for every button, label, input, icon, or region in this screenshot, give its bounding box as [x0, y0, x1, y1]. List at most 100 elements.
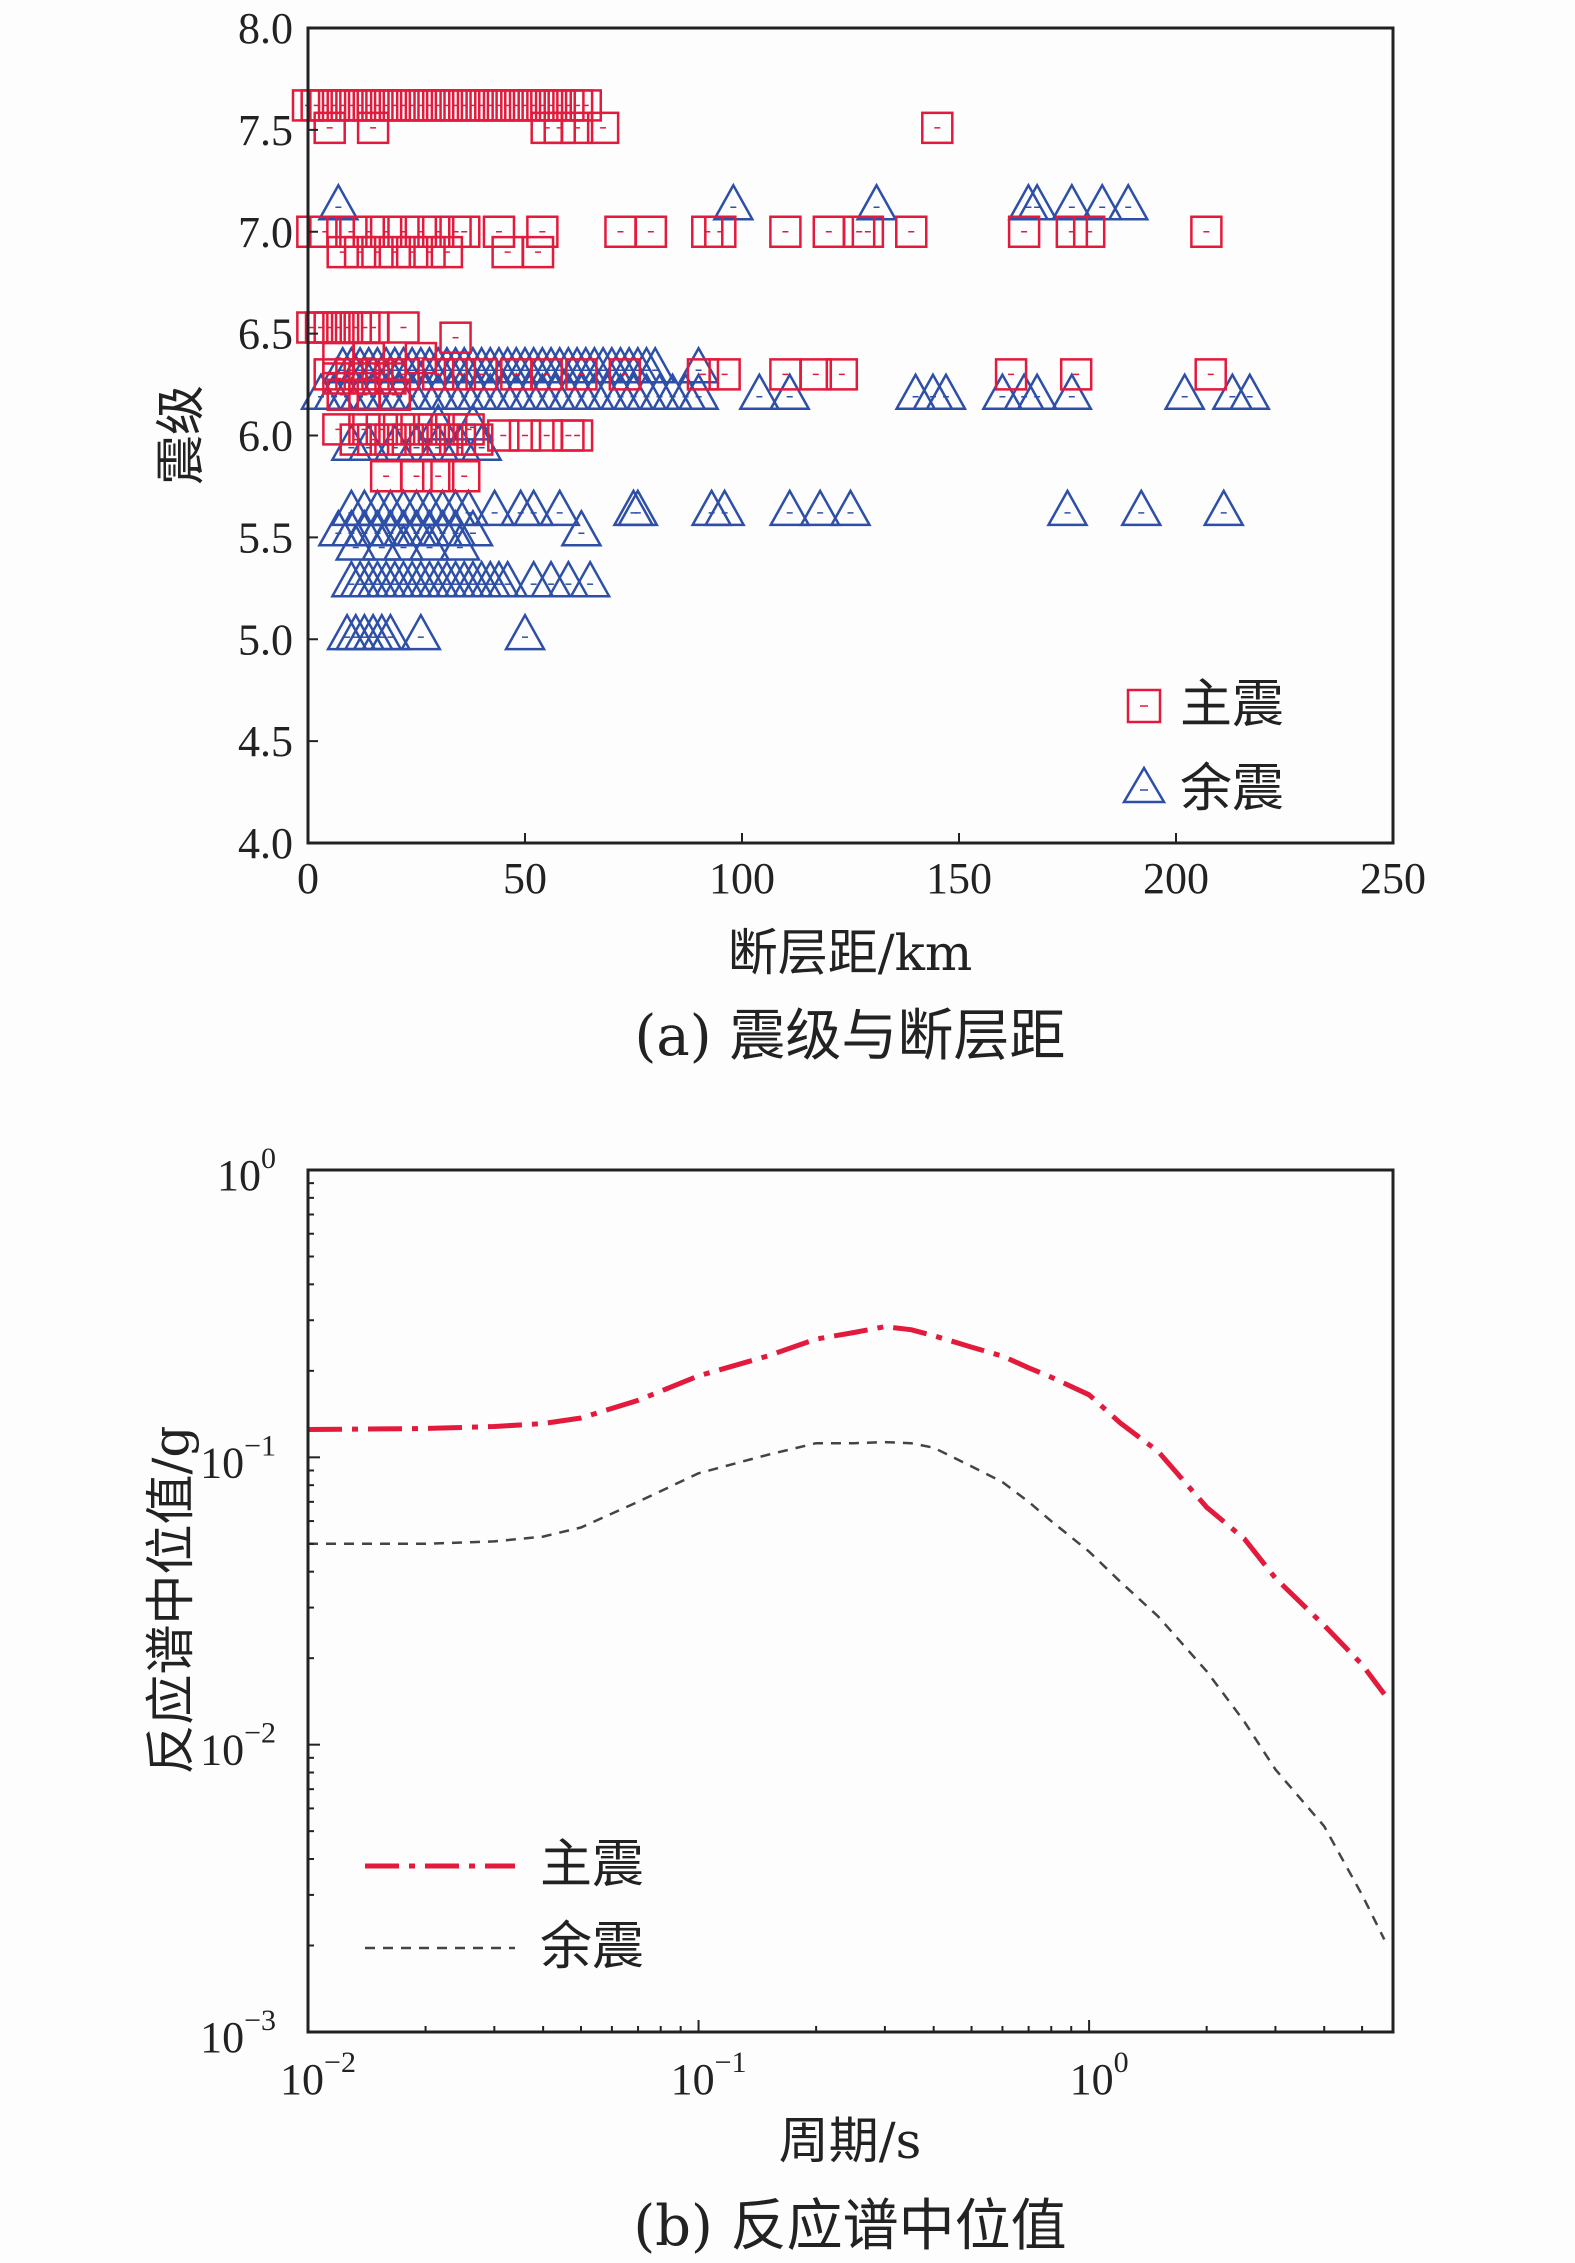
aftershock-point [473, 488, 516, 527]
mainshock-point [769, 215, 802, 248]
mainshock-point [508, 419, 542, 452]
mainshock-point [369, 460, 403, 493]
aftershock-point [568, 559, 612, 598]
mainshock-point [447, 460, 481, 493]
aftershock-point [1107, 182, 1150, 221]
mainshock-point [313, 111, 346, 145]
aftershock-point [1015, 372, 1059, 410]
mainshock-point [491, 235, 524, 269]
mainshock-point [569, 89, 603, 122]
aftershock-point [417, 402, 460, 441]
mainshock-point [704, 215, 737, 248]
aftershock-point [1050, 372, 1093, 410]
mainshock-point [634, 215, 668, 248]
panel-b-lines [307, 1324, 1387, 1940]
aftershock-point [1120, 488, 1163, 527]
panel-a-scatter: 0 50 100 150 200 250 4.0 4.5 5.0 5.5 6.0 6.5 7.0 7.5 8… [152, 4, 1426, 1069]
mainshock-point [1007, 215, 1041, 248]
mainshock-point [560, 111, 594, 145]
mainshock-point [565, 358, 598, 391]
aftershock-point [829, 488, 872, 527]
aftershock-point [1015, 182, 1059, 221]
mainshock-point [812, 215, 846, 248]
panel-a-legend: 主震 余震 [1121, 675, 1284, 819]
mainshock-point [686, 358, 720, 391]
legend-aftershock-marker [1121, 765, 1167, 804]
panel-a-caption: (a) 震级与断层距 [635, 1004, 1066, 1069]
aftershock-point [798, 488, 842, 527]
y-tick-label: 10−3 [200, 2004, 276, 2062]
aftershock-point [486, 559, 529, 598]
aftershock-point [343, 488, 386, 527]
aftershock-point [855, 182, 898, 221]
y-tick-label: 10−1 [200, 1429, 276, 1487]
aftershock-point [438, 522, 482, 561]
mainshock-point [452, 413, 485, 446]
aftershock-point [738, 372, 781, 410]
mainshock-point [400, 460, 433, 493]
mainshock-point [851, 215, 885, 248]
aftershock-point [408, 522, 451, 561]
mainshock-point [465, 358, 498, 391]
panel-a-xlabel: 断层距/km [728, 924, 973, 982]
mainshock-point [443, 358, 477, 391]
mainshock-point [1072, 215, 1106, 248]
mainshock-point [604, 215, 637, 248]
aftershock-point [768, 372, 811, 410]
legend-mainshock-marker [1126, 688, 1162, 724]
mainshock-point [387, 358, 420, 391]
mainshock-point [404, 341, 438, 375]
mainshock-point [461, 423, 494, 456]
aftershock-point [924, 372, 968, 410]
y-tick-label: 8.0 [238, 4, 293, 53]
panel-b-ylabel: 反应谱中位值/g [142, 1426, 200, 1775]
mainshock-point [447, 215, 481, 248]
y-tick-label: 10−2 [200, 1717, 276, 1775]
aftershock-point [382, 522, 425, 561]
aftershock-point [616, 488, 659, 527]
mainshock-point [560, 419, 594, 452]
x-tick-label: 50 [503, 854, 547, 903]
aftershock-point [399, 612, 442, 651]
mainshock-point [352, 341, 386, 375]
mainshock-point [326, 378, 359, 411]
mainshock-point [530, 358, 563, 391]
panel-b-frame [306, 1168, 1395, 2034]
aftershock-point [451, 508, 495, 547]
aftershock-point [768, 488, 811, 527]
aftershock-point [356, 488, 399, 527]
x-tick-label: 100 [1070, 2046, 1129, 2104]
legend-b-mainshock-label: 主震 [540, 1835, 644, 1895]
x-tick-label: 10−1 [671, 2046, 747, 2104]
mainshock-point [1059, 358, 1093, 391]
aftershock-point [382, 488, 425, 527]
mainshock-point [526, 215, 559, 248]
mainshock-point [430, 235, 464, 269]
mainshock-point [921, 111, 954, 145]
mainshock-point [421, 358, 455, 391]
mainshock-point [487, 419, 520, 452]
legend-aftershock-label: 余震 [1180, 759, 1284, 819]
x-tick-label: 250 [1360, 854, 1426, 903]
aftershock-point [421, 488, 464, 527]
mainshock-point [482, 215, 516, 248]
y-tick-label: 7.0 [238, 208, 293, 257]
aftershock-point [538, 488, 581, 527]
y-tick-label: 4.5 [238, 717, 293, 766]
mainshock-point [439, 321, 472, 354]
mainshock-point [387, 311, 420, 344]
aftershock-point [690, 488, 733, 527]
aftershock-point [677, 372, 720, 410]
mainshock-point [421, 460, 455, 493]
mainshock-point [530, 419, 563, 452]
aftershock-point [330, 488, 373, 527]
aftershock-point [369, 488, 412, 527]
aftershock-point [981, 372, 1024, 410]
legend-b-aftershock-label: 余震 [540, 1917, 644, 1977]
x-tick-label: 200 [1143, 854, 1209, 903]
legend-mainshock-label: 主震 [1180, 675, 1284, 735]
mainshock-point [1190, 215, 1223, 248]
